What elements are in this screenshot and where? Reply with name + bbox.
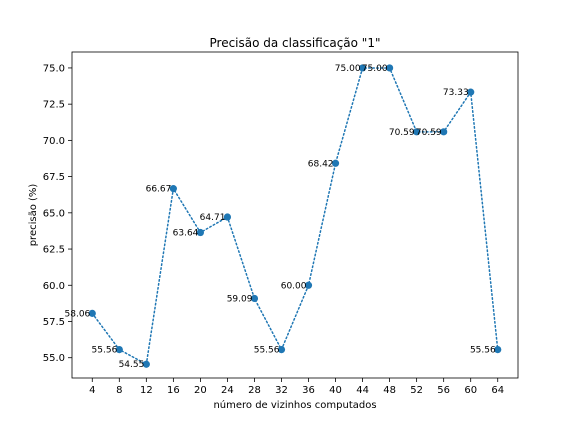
- data-point: [169, 185, 177, 193]
- data-point: [196, 228, 204, 237]
- data-point: [467, 88, 475, 96]
- data-label: 64.71: [200, 213, 226, 223]
- x-tick-label: 36: [302, 385, 315, 396]
- data-label: 70.59: [389, 128, 415, 138]
- x-tick-label: 48: [383, 385, 396, 396]
- data-point: [440, 128, 448, 136]
- axes-frame: [71, 51, 519, 379]
- data-label: 59.09: [227, 294, 253, 304]
- y-tick-label: 67.5: [43, 172, 65, 183]
- series-line: [91, 67, 499, 366]
- x-tick-label: 16: [167, 385, 180, 396]
- x-tick-label: 28: [248, 385, 261, 396]
- x-axis-label: número de vizinhos computados: [213, 399, 376, 411]
- data-point: [494, 346, 502, 354]
- x-tick-label: 56: [437, 385, 450, 396]
- data-label: 75.00: [362, 64, 388, 74]
- chart-title: Precisão da classificação "1": [210, 36, 381, 50]
- x-tick-label: 40: [329, 385, 342, 396]
- data-label: 66.67: [146, 185, 172, 195]
- data-label: 75.00: [335, 64, 361, 74]
- data-point: [304, 281, 313, 289]
- data-label: 63.64: [173, 229, 199, 239]
- data-point: [250, 294, 259, 303]
- y-tick-label: 72.5: [43, 100, 65, 111]
- x-tick-label: 20: [194, 385, 207, 396]
- y-tick-label: 70.0: [43, 136, 65, 147]
- data-point: [331, 159, 340, 167]
- data-label: 60.00: [281, 281, 307, 291]
- x-tick-label: 60: [464, 385, 477, 396]
- x-tick-label: 24: [221, 385, 234, 396]
- data-point: [115, 346, 123, 354]
- y-tick-label: 62.5: [43, 245, 65, 256]
- data-point: [277, 346, 286, 354]
- x-tick-label: 4: [89, 385, 95, 396]
- x-tick-label: 8: [116, 385, 122, 396]
- y-tick-label: 75.0: [43, 63, 65, 74]
- y-tick-label: 65.0: [43, 208, 65, 219]
- data-point: [386, 64, 394, 72]
- x-tick-label: 32: [275, 385, 288, 396]
- data-point: [142, 360, 150, 368]
- data-point: [88, 309, 96, 317]
- x-tick-label: 64: [491, 385, 504, 396]
- data-point: [413, 128, 421, 136]
- data-label: 55.56: [254, 346, 280, 356]
- data-point: [358, 64, 367, 72]
- data-point: [223, 213, 232, 221]
- y-tick-label: 55.0: [43, 353, 65, 364]
- data-label: 55.56: [92, 346, 118, 356]
- y-tick-label: 60.0: [43, 281, 65, 292]
- x-tick-label: 12: [140, 385, 153, 396]
- data-label: 55.56: [470, 346, 496, 356]
- data-label: 73.33: [443, 88, 469, 98]
- x-tick-label: 52: [410, 385, 423, 396]
- data-label: 58.06: [65, 309, 91, 319]
- data-label: 54.55: [119, 360, 145, 370]
- plot-area: 4 8 12 16 20 24 28 32 36 40 44 48 52 56 60 6455.057.560…: [43, 51, 519, 396]
- y-axis-label: precisão (%): [28, 184, 39, 247]
- x-tick-label: 44: [356, 385, 369, 396]
- y-tick-label: 57.5: [43, 317, 65, 328]
- data-label: 70.59: [416, 128, 442, 138]
- data-label: 68.42: [308, 159, 334, 169]
